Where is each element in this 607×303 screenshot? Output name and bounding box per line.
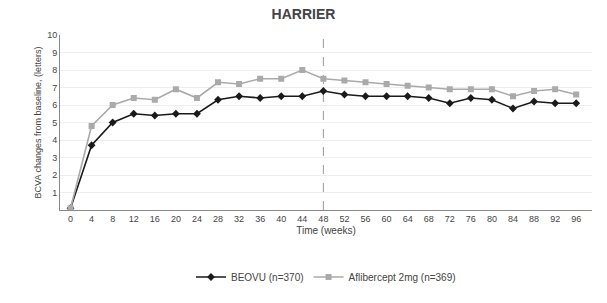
svg-text:8: 8 <box>52 65 57 75</box>
svg-text:28: 28 <box>213 214 223 224</box>
svg-text:44: 44 <box>297 214 307 224</box>
svg-text:Aflibercept 2mg (n=369): Aflibercept 2mg (n=369) <box>349 272 456 283</box>
svg-text:24: 24 <box>192 214 202 224</box>
svg-text:HARRIER: HARRIER <box>272 6 336 22</box>
svg-text:2: 2 <box>52 170 57 180</box>
svg-text:56: 56 <box>360 214 370 224</box>
svg-text:20: 20 <box>171 214 181 224</box>
svg-text:84: 84 <box>508 214 518 224</box>
svg-text:4: 4 <box>52 135 57 145</box>
svg-text:88: 88 <box>529 214 539 224</box>
svg-text:7: 7 <box>52 83 57 93</box>
svg-text:12: 12 <box>129 214 139 224</box>
svg-text:3: 3 <box>52 153 57 163</box>
svg-text:1: 1 <box>52 188 57 198</box>
svg-text:5: 5 <box>52 118 57 128</box>
svg-text:6: 6 <box>52 100 57 110</box>
svg-text:9: 9 <box>52 48 57 58</box>
svg-text:Time (weeks): Time (weeks) <box>296 225 356 236</box>
svg-text:4: 4 <box>89 214 94 224</box>
svg-text:48: 48 <box>318 214 328 224</box>
svg-text:80: 80 <box>487 214 497 224</box>
svg-text:0: 0 <box>68 214 73 224</box>
svg-text:72: 72 <box>445 214 455 224</box>
svg-text:BEOVU (n=370): BEOVU (n=370) <box>231 272 304 283</box>
svg-text:40: 40 <box>276 214 286 224</box>
svg-text:76: 76 <box>466 214 476 224</box>
svg-text:92: 92 <box>550 214 560 224</box>
svg-text:36: 36 <box>255 214 265 224</box>
svg-text:52: 52 <box>339 214 349 224</box>
svg-text:68: 68 <box>424 214 434 224</box>
svg-text:96: 96 <box>571 214 581 224</box>
svg-text:BCVA changes from baseline, (l: BCVA changes from baseline, (letters) <box>33 47 43 199</box>
svg-text:32: 32 <box>234 214 244 224</box>
svg-text:10: 10 <box>47 30 57 40</box>
svg-text:64: 64 <box>403 214 413 224</box>
svg-text:8: 8 <box>110 214 115 224</box>
svg-text:60: 60 <box>382 214 392 224</box>
svg-text:16: 16 <box>150 214 160 224</box>
